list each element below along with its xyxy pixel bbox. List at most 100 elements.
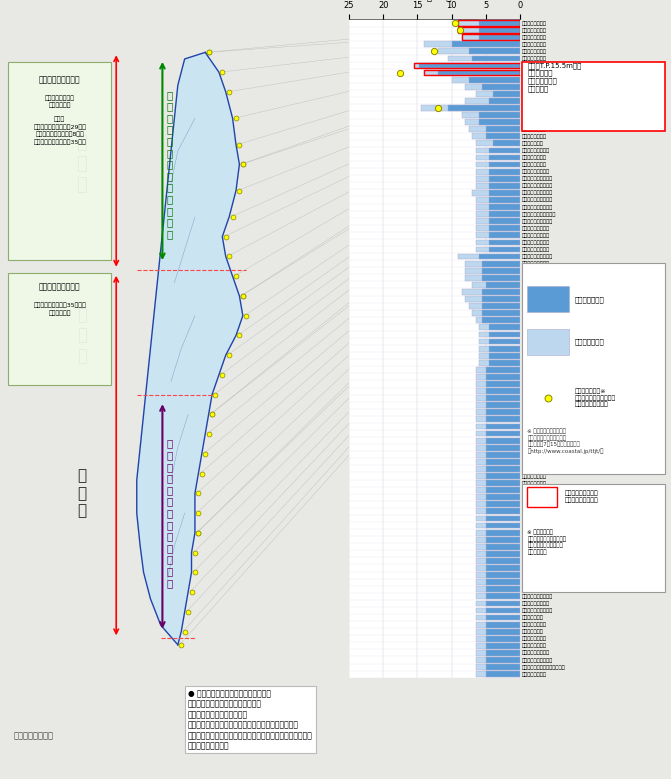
Bar [482,303,520,309]
Bar [462,34,520,40]
Bar [489,211,520,217]
Bar [479,27,520,33]
Bar [486,629,520,635]
Bar [462,112,520,118]
Bar [476,650,520,656]
Bar [476,317,520,323]
Bar [527,286,569,312]
Bar [468,126,520,132]
Bar [476,183,520,189]
Bar [476,410,520,415]
Bar [482,317,520,323]
Text: 資料）国土交通省: 資料）国土交通省 [13,731,54,740]
Bar [493,140,520,146]
Bar [419,62,520,69]
Bar [476,438,520,443]
Bar [489,169,520,174]
Bar [424,69,520,76]
FancyBboxPatch shape [9,273,111,385]
Text: 下記の対象津波の
浸水深を基準

対象：
・明治三陸津波（明治29年）
・昭和三陸津波（昭和8年）
・チリ地震津波（昭和35年）: 下記の対象津波の 浸水深を基準 対象： ・明治三陸津波（明治29年） ・昭和三陸… [34,95,87,145]
Bar [486,402,520,408]
Bar [476,509,520,514]
Bar [472,282,520,287]
Bar [482,261,520,266]
Bar [486,643,520,649]
Bar [479,360,520,365]
Bar [458,254,520,259]
Bar [486,445,520,450]
Bar [489,225,520,231]
Bar [476,445,520,450]
Bar [486,473,520,479]
Bar [486,388,520,394]
Bar [476,636,520,642]
Bar [465,84,520,90]
Bar [458,27,520,33]
Bar [486,594,520,599]
Text: 福
島
県: 福 島 県 [77,468,87,518]
Bar [476,147,520,153]
Bar [479,20,520,26]
Bar [476,91,520,97]
Bar [486,558,520,564]
Bar [452,77,520,83]
Bar [527,329,569,355]
Bar [479,339,520,344]
Bar [486,282,520,287]
Bar [468,303,520,309]
Bar [479,325,520,330]
Bar [486,466,520,472]
Bar [421,105,520,111]
Bar [489,147,520,153]
Bar [476,239,520,245]
Bar [489,339,520,344]
Bar [476,558,520,564]
FancyBboxPatch shape [521,62,665,132]
Bar [486,431,520,436]
Bar [476,140,520,146]
Bar [476,523,520,528]
Bar [414,62,520,69]
Text: 堤
防
の
計
画
・
・
・
高
潮
で
決
定: 堤 防 の 計 画 ・ ・ ・ 高 潮 で 決 定 [166,439,172,588]
Bar [482,84,520,90]
Bar [476,169,520,174]
Bar [486,622,520,628]
Bar [486,573,520,578]
Text: 水門（T.P.15.5m）を
越波したが、
市街地が遠く、
被害は軽微: 水門（T.P.15.5m）を 越波したが、 市街地が遠く、 被害は軽微 [527,62,582,92]
Bar [486,516,520,521]
Text: 宮
城
県: 宮 城 県 [77,305,87,365]
Bar [458,27,520,33]
Bar [476,402,520,408]
Bar [486,126,520,132]
Text: 背後地の被害状況が
無い又は軽微な海岸: 背後地の被害状況が 無い又は軽微な海岸 [564,491,598,502]
Bar [476,381,520,387]
Bar [479,346,520,351]
Text: ※ 国土地理院の
　浸水範囲概況図をもとに
　水管理・国土保全局に
　おいて判読: ※ 国土地理院の 浸水範囲概況図をもとに 水管理・国土保全局に おいて判読 [527,530,566,555]
Bar [462,289,520,295]
FancyBboxPatch shape [521,263,665,474]
Bar [486,367,520,372]
Bar [489,176,520,182]
Bar [486,417,520,422]
Bar [489,154,520,160]
Bar [527,487,557,506]
Bar [479,112,520,118]
Bar [489,218,520,224]
Bar [476,544,520,550]
Bar [479,119,520,125]
Bar [476,480,520,486]
Bar [465,98,520,104]
Bar [482,310,520,316]
Bar [465,268,520,273]
Bar [489,332,520,337]
Bar [476,551,520,557]
Bar [486,523,520,528]
Bar [486,424,520,429]
Bar [489,197,520,203]
Bar [489,353,520,358]
Bar [486,650,520,656]
Bar [465,261,520,266]
Bar [489,190,520,196]
Bar [486,530,520,535]
Bar [489,232,520,238]
